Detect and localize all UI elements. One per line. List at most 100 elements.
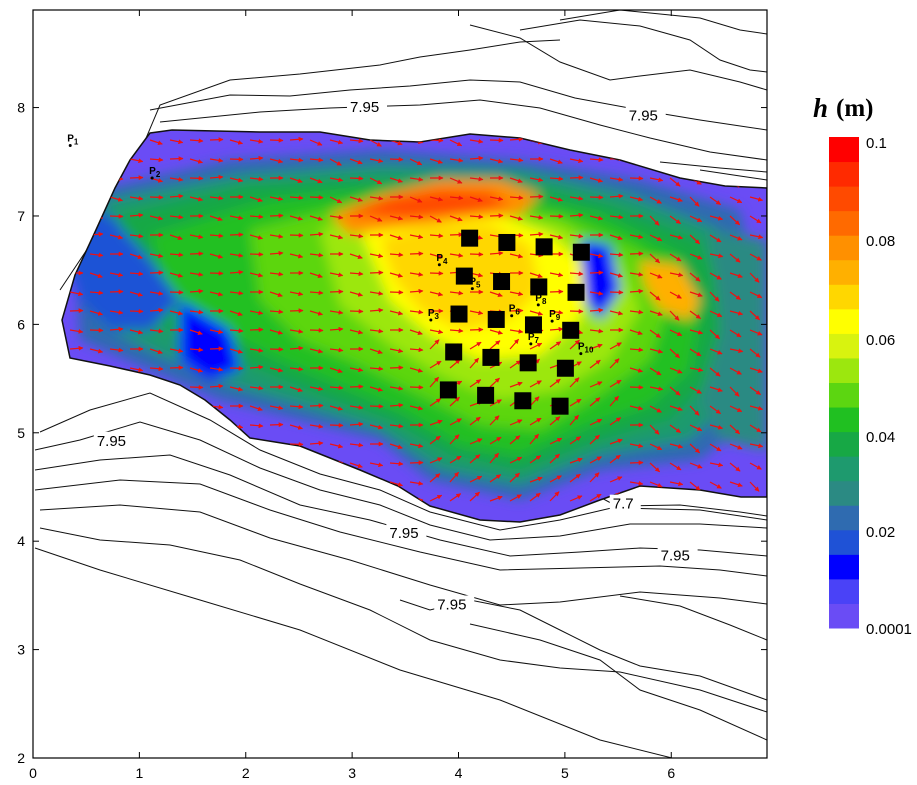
colorbar-swatch [829,578,859,604]
velocity-arrow [309,327,324,333]
velocity-arrow [689,500,703,507]
velocity-arrow [389,481,403,487]
velocity-arrow [149,253,164,259]
velocity-arrow [489,158,504,164]
contour-label-layer: 7.95 7.95 7.95 7.95 7.7 7.95 7.95 [93,97,698,614]
velocity-arrow [309,424,324,429]
velocity-arrow [569,271,584,277]
obstacle-block [461,229,479,247]
velocity-arrow [589,177,603,183]
velocity-arrow [209,270,224,276]
velocity-arrow [629,460,644,466]
velocity-arrow [689,462,703,469]
velocity-arrow [629,405,644,411]
velocity-arrow [269,367,284,373]
velocity-arrow [129,233,144,239]
probe-point-marker [550,319,554,323]
velocity-arrow [629,384,644,390]
velocity-arrow [409,384,424,390]
velocity-arrow [389,386,404,391]
velocity-arrow [549,196,563,202]
velocity-arrow [469,454,481,464]
velocity-arrow [169,365,184,371]
velocity-arrow [649,253,661,264]
velocity-arrow [549,213,564,219]
velocity-arrow [429,339,440,350]
velocity-arrow [329,326,344,332]
velocity-arrow [169,289,184,295]
velocity-arrow [69,157,84,163]
velocity-arrow [549,289,564,295]
velocity-arrow [669,215,681,225]
velocity-arrow [189,405,204,411]
velocity-arrow [209,329,224,335]
velocity-arrow [389,348,404,354]
velocity-arrow [289,441,304,447]
velocity-arrow [609,139,624,145]
colorbar-tick-label: 0.02 [866,524,895,541]
velocity-arrow [709,253,724,259]
velocity-arrow [229,290,244,296]
velocity-arrow [689,329,704,335]
velocity-arrow [69,195,84,201]
velocity-arrow [569,339,580,350]
velocity-arrow [729,272,743,279]
velocity-arrow [569,158,584,164]
velocity-arrow [329,498,344,504]
colorbar-swatch [829,137,859,163]
y-tick-label: 5 [17,425,25,441]
obstacle-array [439,229,590,415]
velocity-arrow [729,443,743,450]
velocity-arrow [529,380,542,388]
water-depth-field [62,130,767,522]
velocity-arrow [729,215,741,226]
velocity-arrow [429,457,443,464]
velocity-arrow [209,442,224,448]
colorbar-tick-label: 0.1 [866,135,887,152]
x-tick-label: 6 [667,765,675,781]
velocity-arrow [409,176,424,182]
velocity-arrow [709,462,724,468]
velocity-arrow [689,481,701,491]
velocity-arrow [429,473,441,483]
velocity-arrow [709,196,721,206]
obstacle-block [445,343,463,361]
velocity-arrow [309,461,324,467]
velocity-arrow [689,139,702,148]
velocity-arrow [629,443,644,449]
velocity-arrow [429,196,444,202]
velocity-arrow [369,307,384,313]
velocity-arrow [589,307,604,313]
velocity-arrow [469,155,484,161]
velocity-arrow [449,177,463,184]
velocity-arrow [669,443,684,449]
velocity-arrow [589,157,604,163]
velocity-arrow [229,177,244,183]
velocity-arrow [369,139,382,147]
velocity-arrow [409,309,424,315]
y-tick-label: 7 [17,208,25,224]
velocity-arrow [389,289,404,295]
velocity-arrow [449,290,464,296]
velocity-arrow [69,500,84,506]
obstacle-block [535,238,553,256]
velocity-arrow [729,348,744,354]
velocity-arrow [229,441,244,447]
velocity-arrow [189,158,203,164]
velocity-arrow [89,310,103,316]
colorbar-swatch [829,431,859,457]
velocity-arrow [709,348,723,355]
velocity-arrow [589,418,603,426]
velocity-arrow [289,232,304,238]
velocity-arrow [749,500,763,508]
velocity-arrow [709,215,724,221]
velocity-arrow [749,424,762,433]
velocity-arrow [569,398,582,407]
velocity-arrow [389,443,403,450]
x-tick-label: 5 [561,765,569,781]
velocity-arrow [549,326,564,332]
velocity-arrow [709,291,720,302]
velocity-arrow [689,386,702,394]
velocity-arrow [749,481,760,492]
